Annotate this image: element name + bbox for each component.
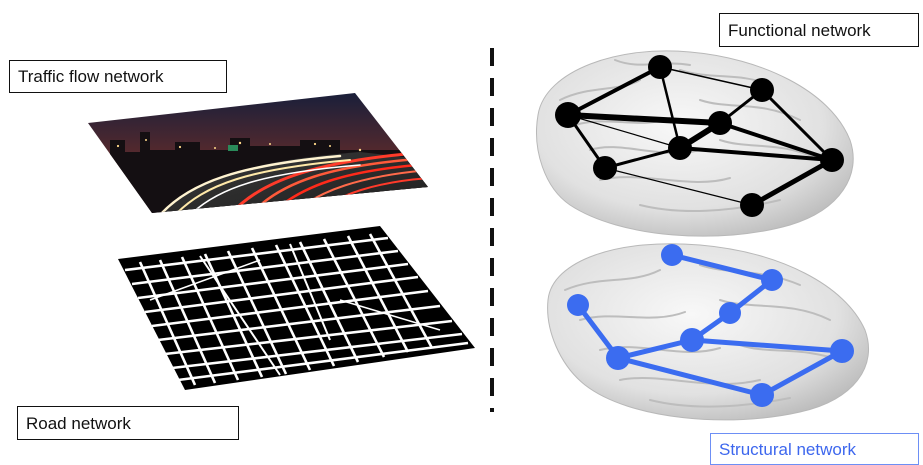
- road-network-label-text: Road network: [26, 413, 131, 433]
- functional-network-label-text: Functional network: [728, 20, 871, 40]
- traffic-flow-image: [88, 93, 428, 213]
- structural-nodes: [567, 244, 854, 407]
- functional-nodes: [555, 55, 844, 217]
- structural-network-label: Structural network: [710, 433, 919, 465]
- functional-network-label: Functional network: [719, 13, 919, 47]
- traffic-flow-label: Traffic flow network: [9, 60, 227, 93]
- traffic-flow-label-text: Traffic flow network: [18, 67, 164, 86]
- brain-top: [536, 50, 854, 237]
- structural-network-label-text: Structural network: [719, 439, 856, 459]
- road-network-image: [118, 226, 475, 390]
- road-network-label: Road network: [17, 406, 239, 440]
